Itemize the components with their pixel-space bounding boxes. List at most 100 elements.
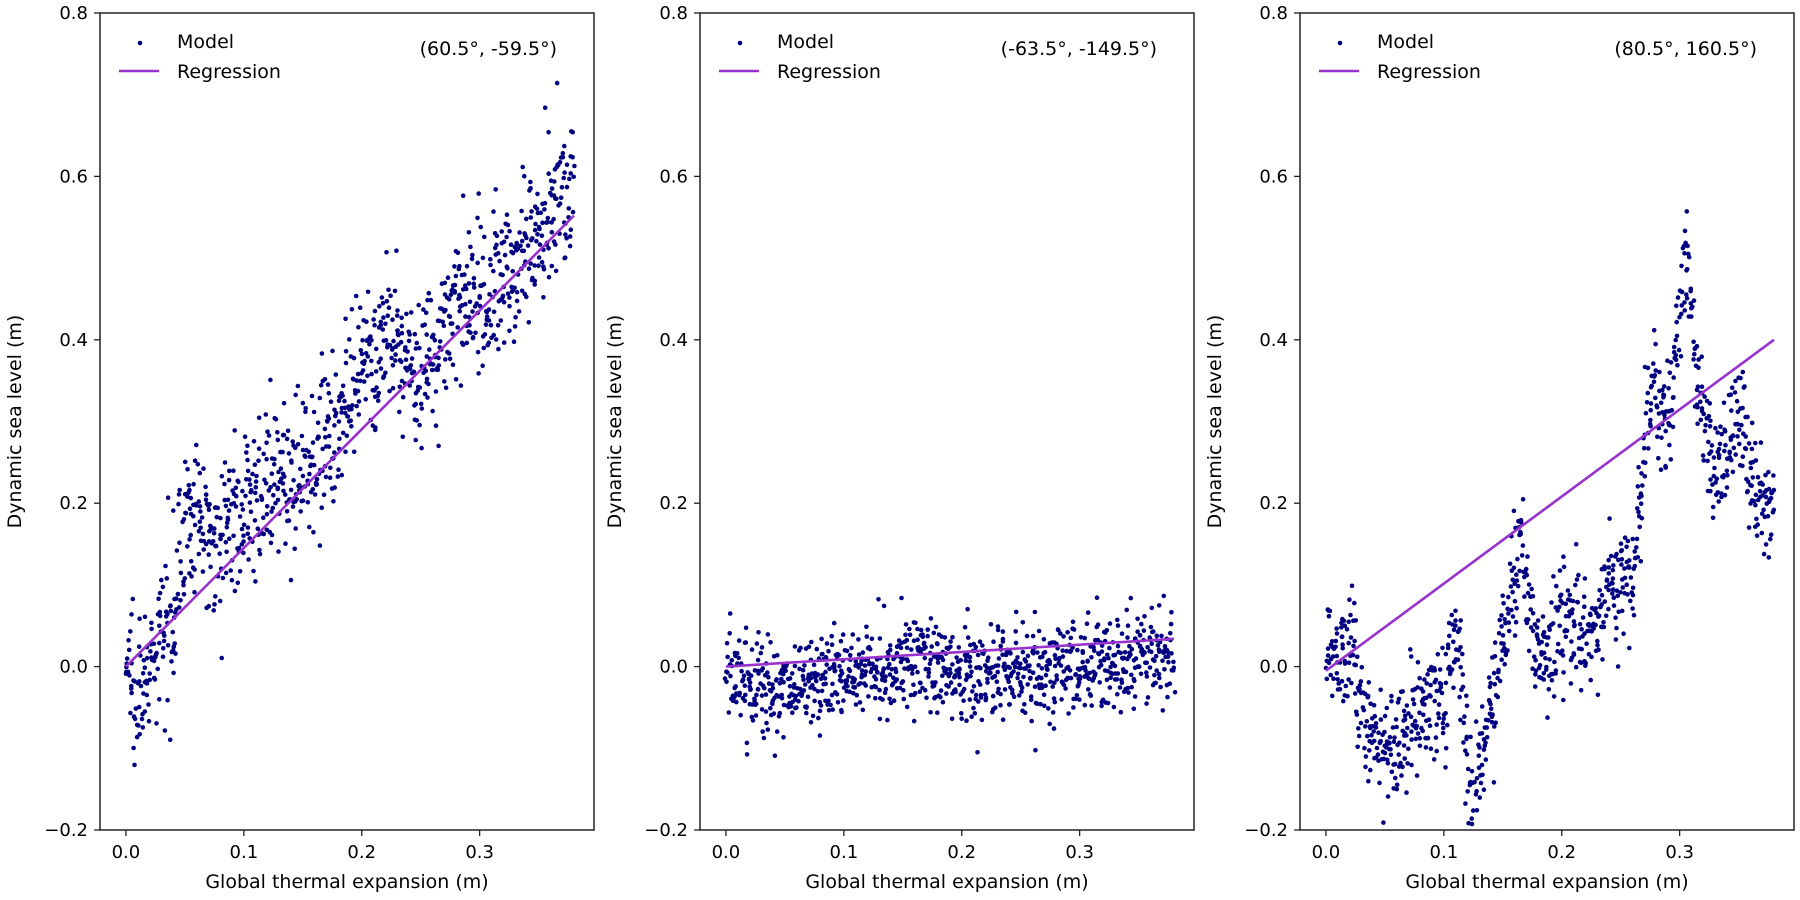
model-point (826, 707, 832, 713)
model-point (1451, 685, 1456, 691)
model-point (1433, 735, 1439, 740)
model-point (495, 250, 501, 256)
model-point (431, 332, 436, 338)
model-point (1529, 586, 1534, 592)
model-points (123, 80, 577, 768)
model-point (849, 645, 854, 651)
model-point (754, 641, 760, 646)
model-point (373, 346, 379, 352)
model-point (535, 232, 540, 237)
model-point (360, 368, 366, 373)
model-point (1408, 647, 1413, 652)
model-point (1653, 368, 1658, 373)
model-point (1501, 601, 1506, 606)
model-point (1015, 671, 1021, 677)
model-point (1673, 337, 1678, 343)
model-point (1655, 434, 1660, 440)
model-point (466, 281, 472, 286)
model-point (1346, 640, 1351, 646)
model-point (496, 346, 501, 352)
model-point (1142, 650, 1147, 656)
model-point (902, 666, 907, 671)
model-point (1432, 698, 1437, 704)
model-point (319, 505, 325, 511)
model-point (1535, 618, 1541, 623)
model-point (911, 718, 917, 724)
model-point (1087, 670, 1092, 676)
model-point (1458, 645, 1463, 650)
model-point (1541, 677, 1547, 682)
model-point (1766, 555, 1772, 560)
model-point (225, 515, 231, 521)
model-point (333, 410, 339, 416)
model-point (1695, 404, 1700, 410)
model-point (400, 394, 406, 400)
model-point (460, 342, 466, 348)
model-point (1622, 535, 1628, 540)
model-point (197, 519, 203, 524)
model-point (1071, 705, 1076, 710)
model-point (311, 409, 317, 415)
model-point (1463, 801, 1468, 806)
model-point (1404, 733, 1409, 738)
model-point (291, 477, 296, 483)
model-point (894, 677, 900, 682)
model-point (192, 567, 197, 572)
model-point (1377, 780, 1382, 786)
model-point (167, 737, 173, 743)
model-point (339, 410, 344, 415)
model-point (913, 620, 918, 626)
model-point (1149, 605, 1155, 611)
model-point (1575, 600, 1581, 605)
model-point (829, 633, 834, 639)
model-point (1392, 735, 1397, 740)
model-point (969, 669, 974, 675)
model-point (935, 641, 940, 647)
model-point (887, 661, 892, 667)
model-point (1588, 677, 1593, 683)
model-point (1602, 564, 1607, 569)
model-point (553, 268, 559, 274)
model-point (1056, 627, 1061, 633)
model-point (481, 281, 487, 287)
model-point (1423, 745, 1429, 750)
model-point (1471, 845, 1476, 850)
model-point (1541, 650, 1547, 656)
model-point (1733, 378, 1738, 384)
model-point (1479, 704, 1485, 709)
model-point (1104, 677, 1110, 683)
x-tick-label: 0.3 (465, 842, 494, 863)
model-point (1566, 613, 1572, 619)
model-point (1557, 623, 1562, 629)
model-point (1511, 508, 1517, 514)
model-point (181, 517, 187, 522)
model-point (1420, 728, 1425, 734)
model-point (949, 716, 955, 721)
model-point (1417, 675, 1422, 681)
model-point (561, 175, 566, 181)
model-point (144, 681, 150, 686)
model-point (171, 508, 176, 513)
model-point (1530, 611, 1536, 616)
model-point (851, 679, 857, 685)
model-point (280, 481, 286, 486)
model-point (1071, 627, 1077, 632)
model-point (1346, 619, 1351, 625)
model-point (1432, 668, 1438, 673)
model-point (742, 683, 748, 688)
model-point (162, 633, 167, 638)
model-point (940, 699, 946, 705)
model-point (1619, 557, 1625, 562)
model-point (1405, 761, 1410, 766)
model-point (1434, 722, 1439, 727)
model-point (1172, 689, 1178, 695)
model-point (1534, 625, 1540, 630)
model-point (1005, 676, 1011, 682)
model-point (1028, 697, 1034, 703)
model-point (1694, 343, 1700, 349)
model-point (1039, 666, 1045, 671)
model-point (1125, 623, 1131, 628)
model-point (176, 605, 182, 610)
model-point (407, 332, 413, 337)
